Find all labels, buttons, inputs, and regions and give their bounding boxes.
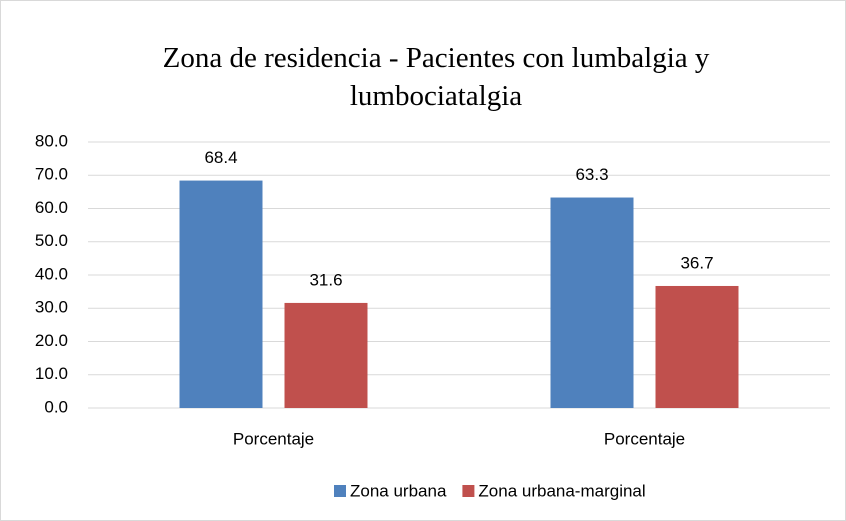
chart-title: Zona de residencia - Pacientes con lumba… [163,42,710,112]
value-label: 31.6 [309,270,342,289]
legend-label: Zona urbana-marginal [478,481,645,500]
y-tick-label: 50.0 [35,231,68,250]
bar [550,197,634,408]
y-tick-label: 60.0 [35,198,68,217]
bar [655,285,739,408]
legend-swatch [334,485,346,497]
value-label: 68.4 [204,148,237,167]
bar [179,180,263,408]
y-tick-label: 40.0 [35,264,68,283]
y-tick-label: 20.0 [35,331,68,350]
x-tick-label: Porcentaje [233,429,314,448]
bar [284,302,368,408]
y-tick-label: 10.0 [35,364,68,383]
value-label: 63.3 [575,165,608,184]
y-tick-label: 0.0 [44,397,68,416]
y-tick-label: 70.0 [35,165,68,184]
y-tick-label: 30.0 [35,298,68,317]
value-label: 36.7 [680,253,713,272]
title-line: lumbociatalgia [350,80,522,112]
legend-label: Zona urbana [350,481,447,500]
title-line: Zona de residencia - Pacientes con lumba… [163,42,710,74]
legend-swatch [462,485,475,497]
y-tick-label: 80.0 [35,131,68,150]
x-tick-label: Porcentaje [604,429,685,448]
